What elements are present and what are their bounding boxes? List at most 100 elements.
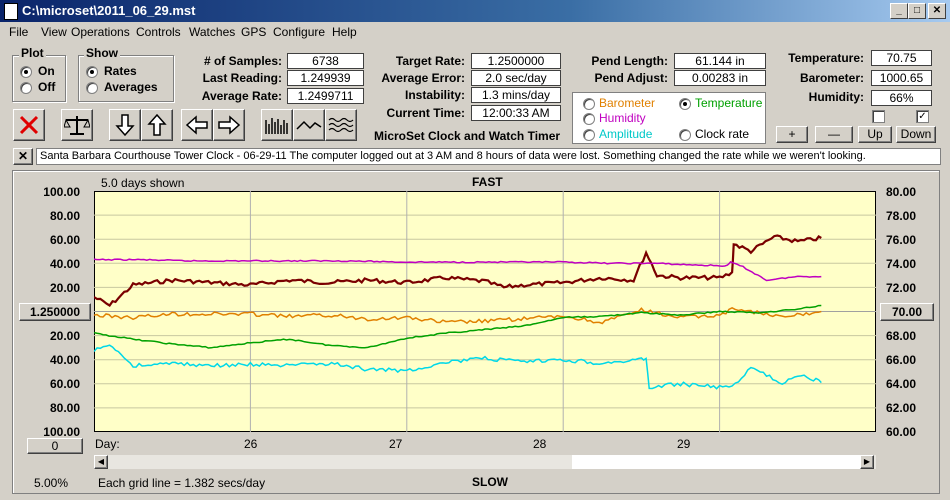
window-title: C:\microset\2011_06_29.mst <box>22 3 196 18</box>
barometer-option: Barometer <box>599 96 656 110</box>
title-bar: C:\microset\2011_06_29.mst _ □ ✕ <box>0 0 950 22</box>
day-axis-label: Day: <box>95 437 120 451</box>
barometer-radio[interactable] <box>583 98 595 110</box>
y-right-tick-4: 72.00 <box>886 281 917 295</box>
pend-length-label: Pend Length: <box>591 54 668 68</box>
series-amplitude-line <box>94 344 822 390</box>
y-left-tick-7: 40.00 <box>49 353 80 367</box>
days-shown: 5.0 days shown <box>101 176 185 190</box>
show-rates-label: Rates <box>104 64 137 78</box>
left-center-value[interactable]: 1.250000 <box>19 303 91 321</box>
minimize-button[interactable]: _ <box>890 3 908 19</box>
wave-graph-icon[interactable] <box>325 109 357 141</box>
menu-gps[interactable]: GPS <box>241 25 267 39</box>
close-window-button[interactable]: ✕ <box>928 3 946 19</box>
menu-help[interactable]: Help <box>332 25 357 39</box>
y-right-tick-6: 68.00 <box>886 329 917 343</box>
x-tick-28: 28 <box>533 437 547 451</box>
chart-frame <box>12 170 940 494</box>
menu-operations[interactable]: Operations <box>71 25 130 39</box>
x-tick-27: 27 <box>389 437 403 451</box>
humidity-label: Humidity: <box>808 90 864 104</box>
rate-chart <box>94 191 876 432</box>
show-averages-radio[interactable] <box>86 82 98 94</box>
show-averages-label: Averages <box>104 80 158 94</box>
stop-icon[interactable] <box>13 109 45 141</box>
menu-watches[interactable]: Watches <box>189 25 236 39</box>
plot-on-label: On <box>38 64 55 78</box>
right-center-value[interactable]: 70.00 <box>880 303 934 321</box>
down-button[interactable]: Down <box>896 126 936 143</box>
line-graph-icon[interactable] <box>293 109 325 141</box>
last-reading-label: Last Reading: <box>202 71 282 85</box>
arrow-up-icon[interactable] <box>141 109 173 141</box>
y-right-tick-9: 62.00 <box>886 401 917 415</box>
average-rate-label: Average Rate: <box>201 89 282 103</box>
scroll-left-arrow-icon[interactable]: ◀ <box>94 455 108 469</box>
pend-length-value[interactable]: 61.144 in <box>674 53 766 69</box>
y-right-tick-10: 60.00 <box>886 425 917 439</box>
pend-adjust-label: Pend Adjust: <box>594 71 668 85</box>
temperature-radio[interactable] <box>679 98 691 110</box>
plot-off-radio[interactable] <box>20 82 32 94</box>
slow-label: SLOW <box>472 475 508 489</box>
app-icon <box>4 3 18 20</box>
show-rates-radio[interactable] <box>86 66 98 78</box>
balance-scale-icon[interactable] <box>61 109 93 141</box>
arrow-down-icon[interactable] <box>109 109 141 141</box>
x-tick-29: 29 <box>677 437 691 451</box>
menu-file[interactable]: File <box>9 25 29 39</box>
maximize-button[interactable]: □ <box>908 3 926 19</box>
instability-label: Instability: <box>404 88 465 102</box>
samples-label: # of Samples: <box>203 54 282 68</box>
sensor-select-box: Barometer Temperature Humidity Amplitude… <box>572 92 766 144</box>
y-left-tick-1: 80.00 <box>49 209 80 223</box>
amplitude-option: Amplitude <box>599 127 653 141</box>
plot-group <box>12 55 66 102</box>
bar-graph-icon[interactable] <box>261 109 293 141</box>
y-right-tick-3: 74.00 <box>886 257 917 271</box>
pend-adjust-value: 0.00283 in <box>674 70 766 86</box>
y-left-tick-3: 40.00 <box>49 257 80 271</box>
menu-configure[interactable]: Configure <box>273 25 326 39</box>
close-note-button[interactable]: ✕ <box>13 148 33 165</box>
up-button[interactable]: Up <box>858 126 892 143</box>
y-left-tick-10: 100.00 <box>43 425 80 439</box>
grid-line-info: Each grid line = 1.382 secs/day <box>98 476 266 490</box>
scale-percent: 5.00% <box>34 476 69 490</box>
menu-bar: File View Operations Controls Watches GP… <box>0 22 950 42</box>
horizontal-scrollbar[interactable]: ◀ ▶ <box>94 455 876 469</box>
note-field[interactable]: Santa Barbara Courthouse Tower Clock - 0… <box>36 148 941 165</box>
arrow-right-icon[interactable] <box>213 109 245 141</box>
y-left-tick-4: 20.00 <box>49 281 80 295</box>
humidity-radio[interactable] <box>583 113 595 125</box>
y-left-tick-2: 60.00 <box>49 233 80 247</box>
series-temperature-line <box>94 304 822 349</box>
arrow-left-icon[interactable] <box>181 109 213 141</box>
menu-controls[interactable]: Controls <box>136 25 181 39</box>
temperature-value: 70.75 <box>871 50 932 66</box>
plot-on-radio[interactable] <box>20 66 32 78</box>
current-time-value: 12:00:33 AM <box>471 105 561 121</box>
minus-button[interactable]: — <box>815 126 853 143</box>
amplitude-radio[interactable] <box>583 129 595 141</box>
clockrate-option: Clock rate <box>695 127 750 141</box>
clockrate-radio[interactable] <box>679 129 691 141</box>
barometer-value: 1000.65 <box>871 70 932 86</box>
average-rate-value: 1.2499711 <box>287 88 364 104</box>
humidity-option: Humidity <box>599 111 646 125</box>
plot-group-title: Plot <box>19 46 46 60</box>
scroll-right-arrow-icon[interactable]: ▶ <box>860 455 874 469</box>
checkbox-right[interactable]: ✓ <box>916 110 929 123</box>
checkbox-left[interactable] <box>872 110 885 123</box>
y-left-tick-8: 60.00 <box>49 377 80 391</box>
left-zero-button[interactable]: 0 <box>27 438 83 454</box>
menu-view[interactable]: View <box>41 25 67 39</box>
y-left-tick-0: 100.00 <box>43 185 80 199</box>
plus-button[interactable]: + <box>776 126 808 143</box>
scrollbar-track[interactable] <box>572 455 860 469</box>
y-right-tick-7: 66.00 <box>886 353 917 367</box>
target-rate-value[interactable]: 1.2500000 <box>471 53 561 69</box>
show-group-title: Show <box>84 46 120 60</box>
average-error-value: 2.0 sec/day <box>471 70 561 86</box>
